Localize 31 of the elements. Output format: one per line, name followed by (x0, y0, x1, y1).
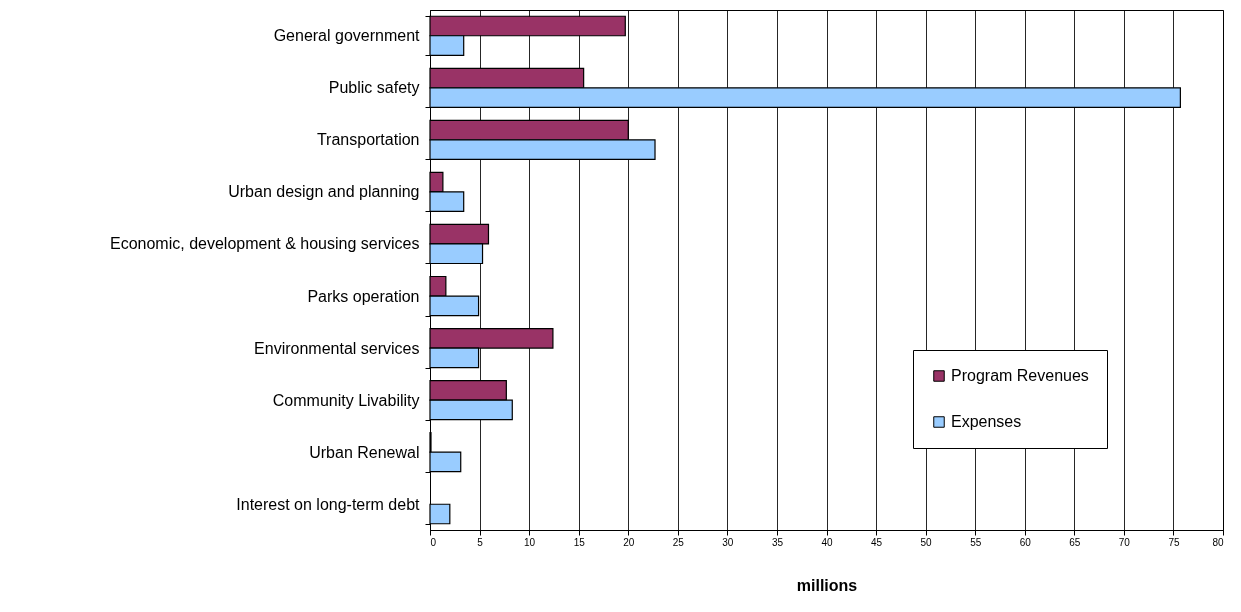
legend-label: Expenses (951, 413, 1022, 430)
y-tick-label: Transportation (316, 131, 420, 149)
x-tick-label: 40 (821, 536, 833, 548)
y-tick-label: General government (273, 27, 421, 45)
x-tick-label: 45 (871, 536, 883, 548)
y-tick-label: Urban Renewal (309, 443, 420, 461)
x-tick-label: 70 (1118, 536, 1131, 548)
y-tick-label: Environmental services (254, 339, 420, 357)
x-tick-label: 5 (477, 536, 484, 548)
x-tick-label: 75 (1168, 536, 1180, 548)
x-tick-label: 0 (430, 536, 437, 548)
y-tick-label: Parks operation (307, 287, 420, 305)
x-axis-title: millions (796, 576, 858, 594)
x-tick-label: 15 (573, 536, 586, 548)
y-tick-label: Interest on long-term debt (236, 495, 421, 513)
x-tick-label: 60 (1019, 536, 1032, 548)
bar (429, 503, 451, 525)
x-tick-label: 35 (771, 536, 784, 548)
x-tick-label: 50 (920, 536, 933, 548)
x-tick-label: 55 (970, 536, 982, 548)
y-tick-label: Public safety (328, 79, 420, 97)
x-tick-label: 10 (524, 536, 536, 548)
y-tick-label: Community Livability (272, 391, 420, 409)
x-tick-label: 65 (1069, 536, 1081, 548)
x-tick-label: 20 (623, 536, 635, 548)
x-tick-label: 25 (672, 536, 685, 548)
legend-label: Program Revenues (951, 367, 1089, 384)
x-tick-label: 80 (1212, 536, 1224, 548)
y-tick-label: Urban design and planning (228, 183, 420, 201)
x-tick-label: 30 (722, 536, 734, 548)
y-tick-label: Economic, development & housing services (110, 235, 420, 253)
